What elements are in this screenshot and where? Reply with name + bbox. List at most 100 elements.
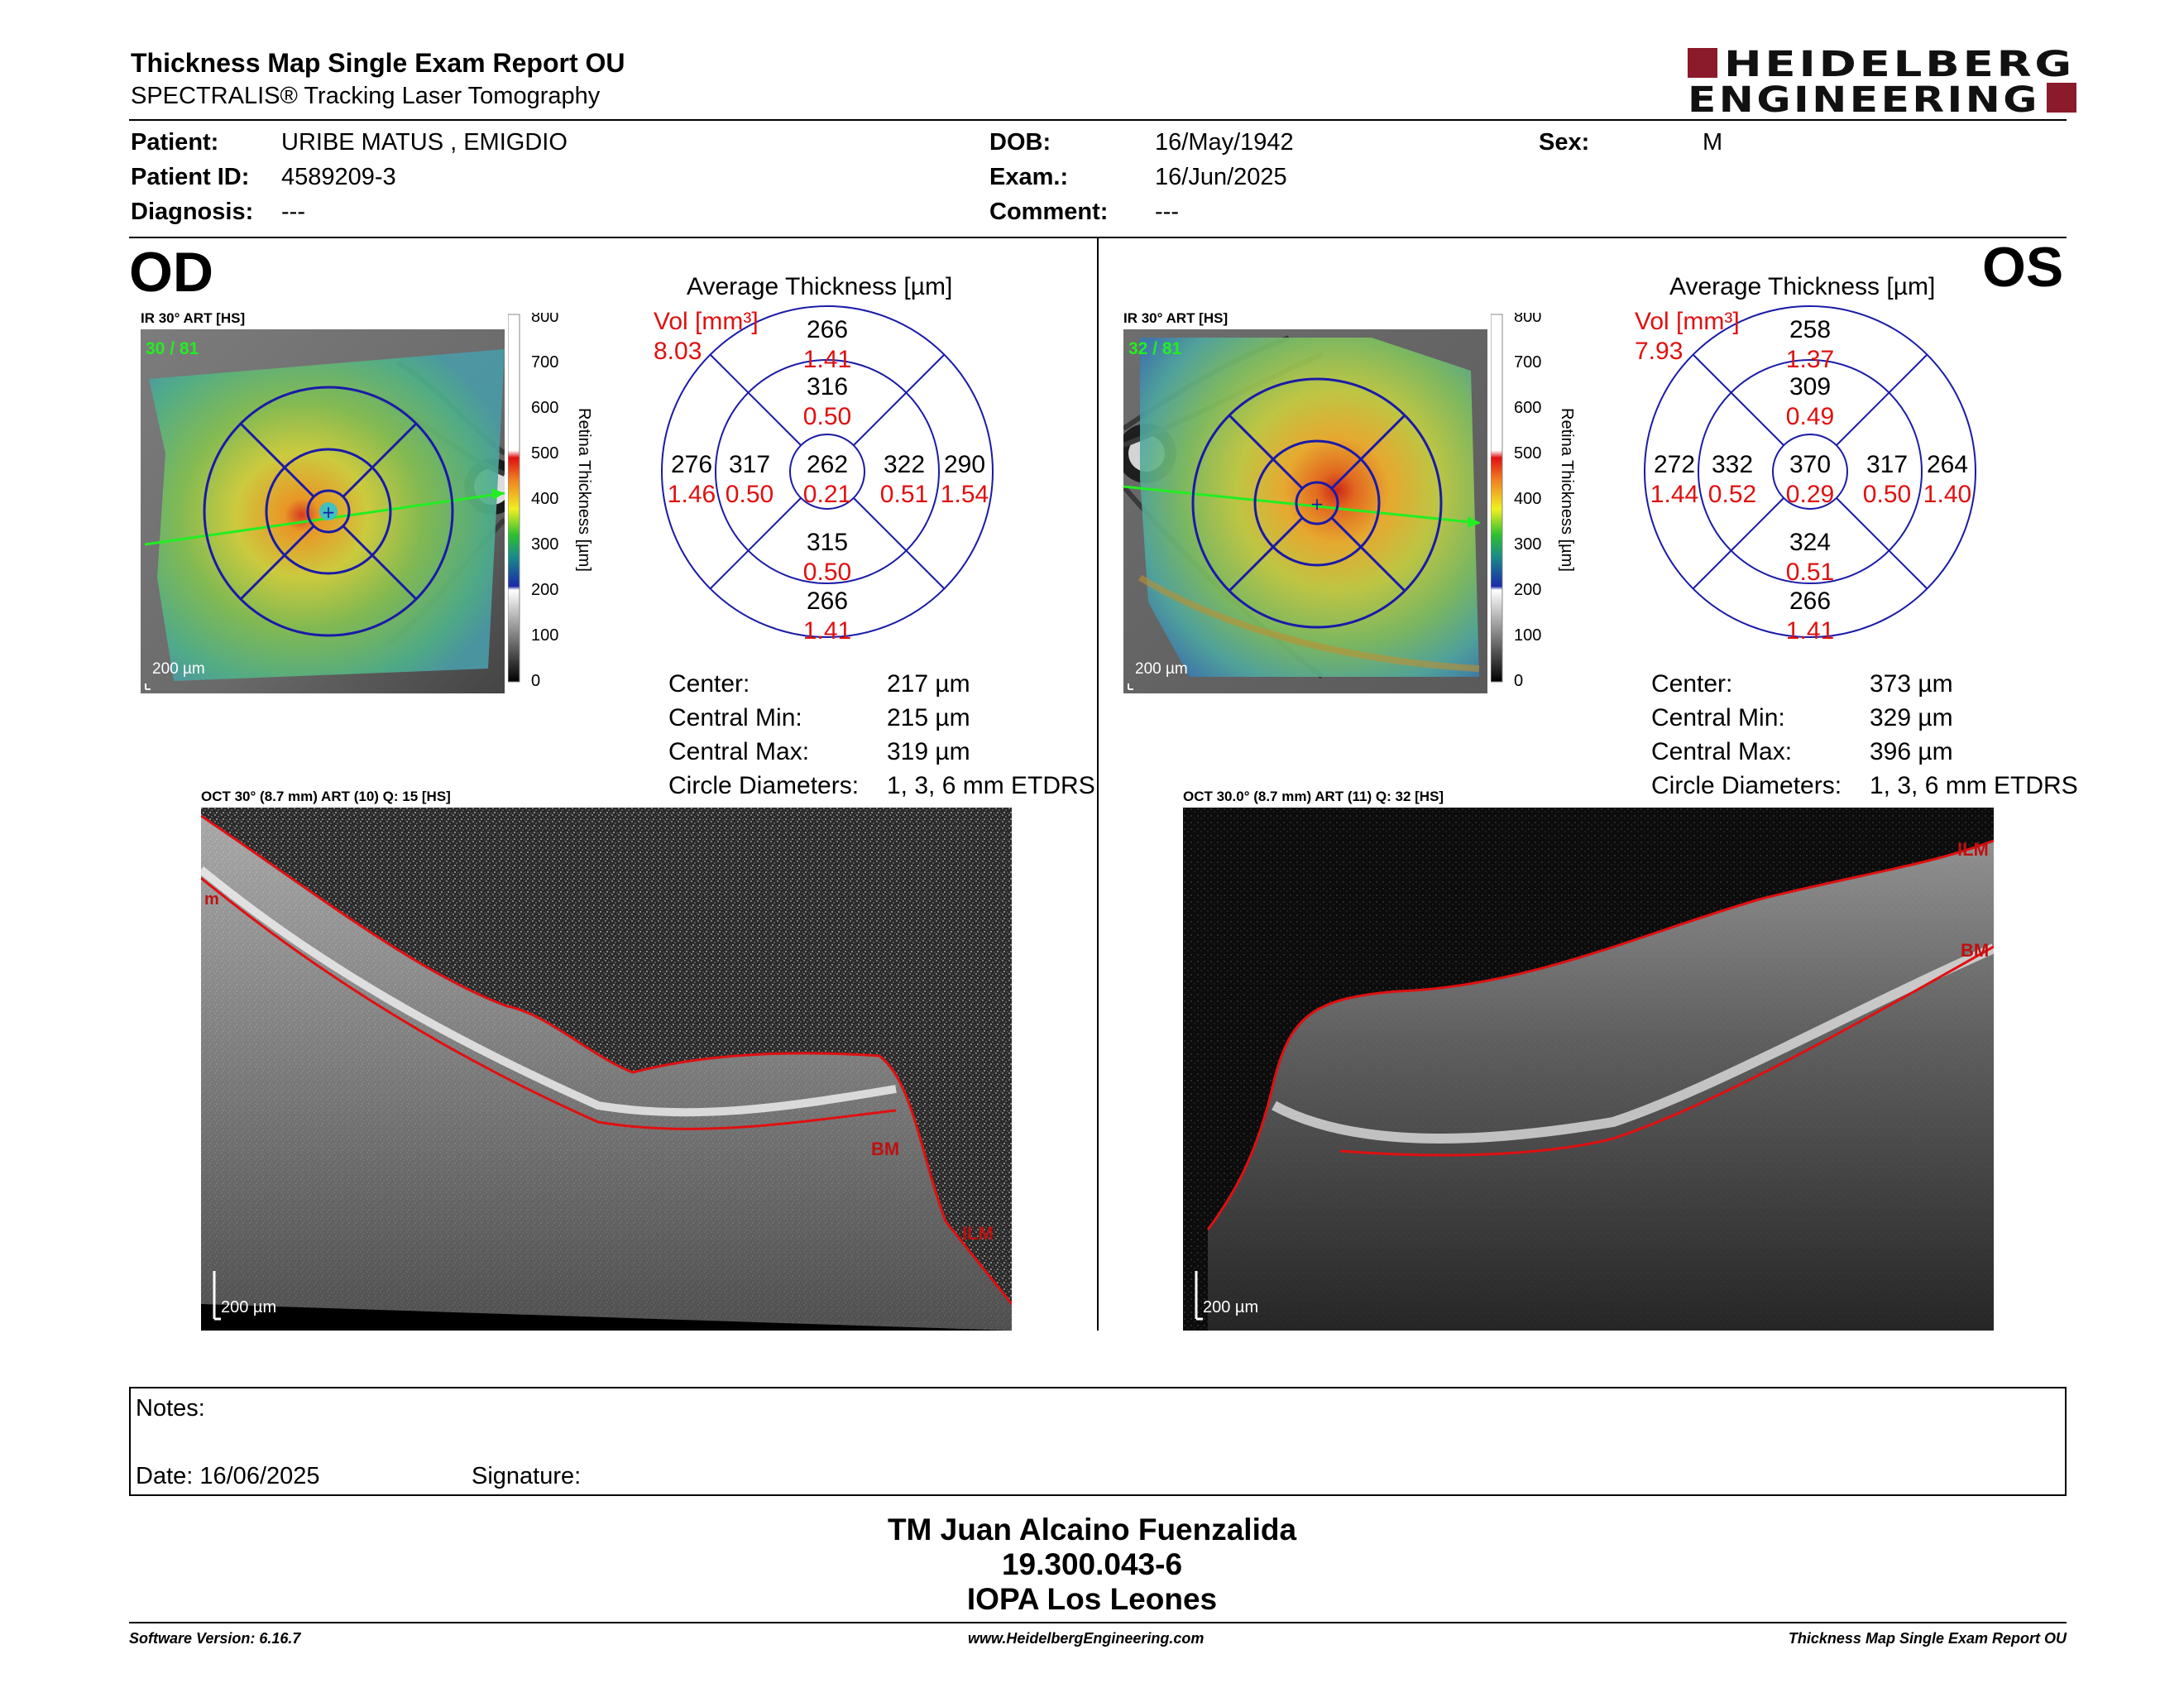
od-inner-left-thickness: 317 <box>729 451 770 478</box>
od-outer-right-thickness: 290 <box>944 451 985 478</box>
od-outer-left-thickness: 276 <box>671 451 712 478</box>
os-stat-value: 1, 3, 6 mm ETDRS <box>1870 772 2078 799</box>
od-oct-scan: m BM ILM 200 µm <box>201 808 1012 1331</box>
sex-value: M <box>1703 129 1723 156</box>
od-stat-value: 215 µm <box>887 704 970 731</box>
logo-line1: HEIDELBERG <box>1724 44 2075 85</box>
os-thickness-map: + 32 / 81 200 µm <box>1123 329 1487 693</box>
exam-label: Exam.: <box>989 164 1069 190</box>
eye-divider <box>1097 238 1099 1331</box>
cbar-tick: 300 <box>531 535 558 554</box>
od-colorbar: 800 700 600 500 400 300 200 100 0 Retina… <box>508 313 593 690</box>
cbar-tick: 300 <box>1514 535 1541 554</box>
info-rule <box>129 237 2067 238</box>
od-inner-left-volume: 0.50 <box>726 481 774 508</box>
od-inner-bottom-volume: 0.50 <box>803 559 851 586</box>
od-center-thickness: 262 <box>807 451 848 478</box>
svg-text:+: + <box>322 502 336 522</box>
signer-name: TM Juan Alcaino Fuenzalida <box>887 1513 1297 1547</box>
os-outer-left-thickness: 272 <box>1654 451 1695 478</box>
os-outer-bottom-volume: 1.41 <box>1786 617 1834 645</box>
cbar-tick: 800 <box>531 313 558 326</box>
od-oct-ilm: ILM <box>962 1223 994 1244</box>
os-outer-right-thickness: 264 <box>1927 451 1968 478</box>
cbar-tick: 400 <box>1514 490 1541 508</box>
cbar-tick: 700 <box>1514 353 1541 372</box>
od-inner-top-thickness: 316 <box>807 373 848 400</box>
comment-value: --- <box>1155 199 1179 225</box>
od-center-volume: 0.21 <box>803 481 851 508</box>
diagnosis-label: Diagnosis: <box>131 199 254 225</box>
os-center-thickness: 370 <box>1789 451 1831 478</box>
report-subtitle: SPECTRALIS® Tracking Laser Tomography <box>131 83 601 109</box>
od-oct-bm: BM <box>871 1139 899 1159</box>
colorbar-title: Retina Thickness [µm] <box>575 408 593 572</box>
software-version: Software Version: 6.16.7 <box>129 1630 301 1647</box>
os-colorbar: 800 700 600 500 400 300 200 100 0 Retina… <box>1491 313 1576 690</box>
signer-id: 19.300.043-6 <box>1001 1547 1183 1581</box>
os-inner-right-volume: 0.50 <box>1863 481 1911 508</box>
od-stat-label: Central Min: <box>668 704 802 731</box>
cbar-tick: 600 <box>531 399 558 417</box>
od-stat-value: 319 µm <box>887 738 970 765</box>
exam-value: 16/Jun/2025 <box>1155 164 1287 190</box>
os-oct-label: OCT 30.0° (8.7 mm) ART (11) Q: 32 [HS] <box>1183 789 1444 804</box>
od-oct-edge-label: m <box>204 890 219 909</box>
os-inner-top-volume: 0.49 <box>1786 403 1834 430</box>
od-stat-label: Center: <box>668 670 750 698</box>
od-inner-top-volume: 0.50 <box>803 403 851 430</box>
signer-org: IOPA Los Leones <box>966 1582 1218 1616</box>
os-stat-label: Central Min: <box>1651 704 1785 731</box>
od-stat-label: Circle Diameters: <box>668 772 860 799</box>
dob-value: 16/May/1942 <box>1155 129 1294 156</box>
os-inner-top-thickness: 309 <box>1789 373 1831 400</box>
os-inner-right-thickness: 317 <box>1866 451 1908 478</box>
od-outer-top-thickness: 266 <box>807 316 848 343</box>
patient-id-label: Patient ID: <box>131 164 250 190</box>
os-stat-label: Circle Diameters: <box>1651 772 1842 799</box>
od-thickness-map: + 30 / 81 200 µm <box>141 329 505 693</box>
footer-url[interactable]: www.HeidelbergEngineering.com <box>968 1630 1205 1647</box>
od-eye-label: OD <box>129 241 213 304</box>
od-vol-label: Vol [mm³] <box>654 308 759 335</box>
cbar-tick: 0 <box>1514 672 1523 690</box>
cbar-tick: 600 <box>1514 399 1541 417</box>
os-avg-title: Average Thickness [µm] <box>1669 273 1936 300</box>
header-rule <box>129 119 2067 121</box>
os-stat-value: 373 µm <box>1870 670 1953 698</box>
os-oct-bm: BM <box>1961 940 1989 961</box>
diagnosis-value: --- <box>281 199 305 225</box>
os-outer-right-volume: 1.40 <box>1923 481 1971 508</box>
os-stat-label: Center: <box>1651 670 1733 698</box>
os-inner-bottom-thickness: 324 <box>1789 529 1831 556</box>
os-oct-ilm: ILM <box>1957 839 1989 860</box>
patient-id-value: 4589209-3 <box>281 164 396 190</box>
logo-line2: ENGINEERING <box>1688 79 2040 117</box>
od-outer-left-volume: 1.46 <box>668 481 716 508</box>
od-inner-bottom-thickness: 315 <box>807 529 848 556</box>
os-vol-label: Vol [mm³] <box>1635 308 1740 335</box>
report-title: Thickness Map Single Exam Report OU <box>131 48 625 78</box>
notes-box[interactable]: Notes: Date: 16/06/2025 Signature: <box>129 1387 2067 1496</box>
heidelberg-logo: HEIDELBERG ENGINEERING <box>1688 44 2076 117</box>
cbar-tick: 100 <box>1514 626 1541 645</box>
od-oct-label: OCT 30° (8.7 mm) ART (10) Q: 15 [HS] <box>201 789 451 804</box>
od-vol-value: 8.03 <box>654 338 702 365</box>
comment-label: Comment: <box>989 199 1109 225</box>
dob-label: DOB: <box>989 129 1051 156</box>
footer-report-name: Thickness Map Single Exam Report OU <box>1788 1630 2067 1647</box>
notes-label: Notes: <box>136 1395 205 1422</box>
os-eye-label: OS <box>1982 236 2064 299</box>
od-outer-bottom-volume: 1.41 <box>803 617 851 645</box>
os-stat-value: 396 µm <box>1870 738 1953 765</box>
od-stat-label: Central Max: <box>668 738 810 765</box>
od-outer-bottom-thickness: 266 <box>807 587 848 615</box>
od-avg-title: Average Thickness [µm] <box>687 273 953 300</box>
os-stat-value: 329 µm <box>1870 704 1953 731</box>
patient-label: Patient: <box>131 129 219 156</box>
os-oct-scan: ILM BM 200 µm <box>1183 808 1994 1331</box>
notes-date: Date: 16/06/2025 <box>136 1463 320 1489</box>
os-ir-scale: 200 µm <box>1135 660 1188 678</box>
footer-rule <box>129 1622 2067 1623</box>
cbar-tick: 100 <box>531 626 558 645</box>
